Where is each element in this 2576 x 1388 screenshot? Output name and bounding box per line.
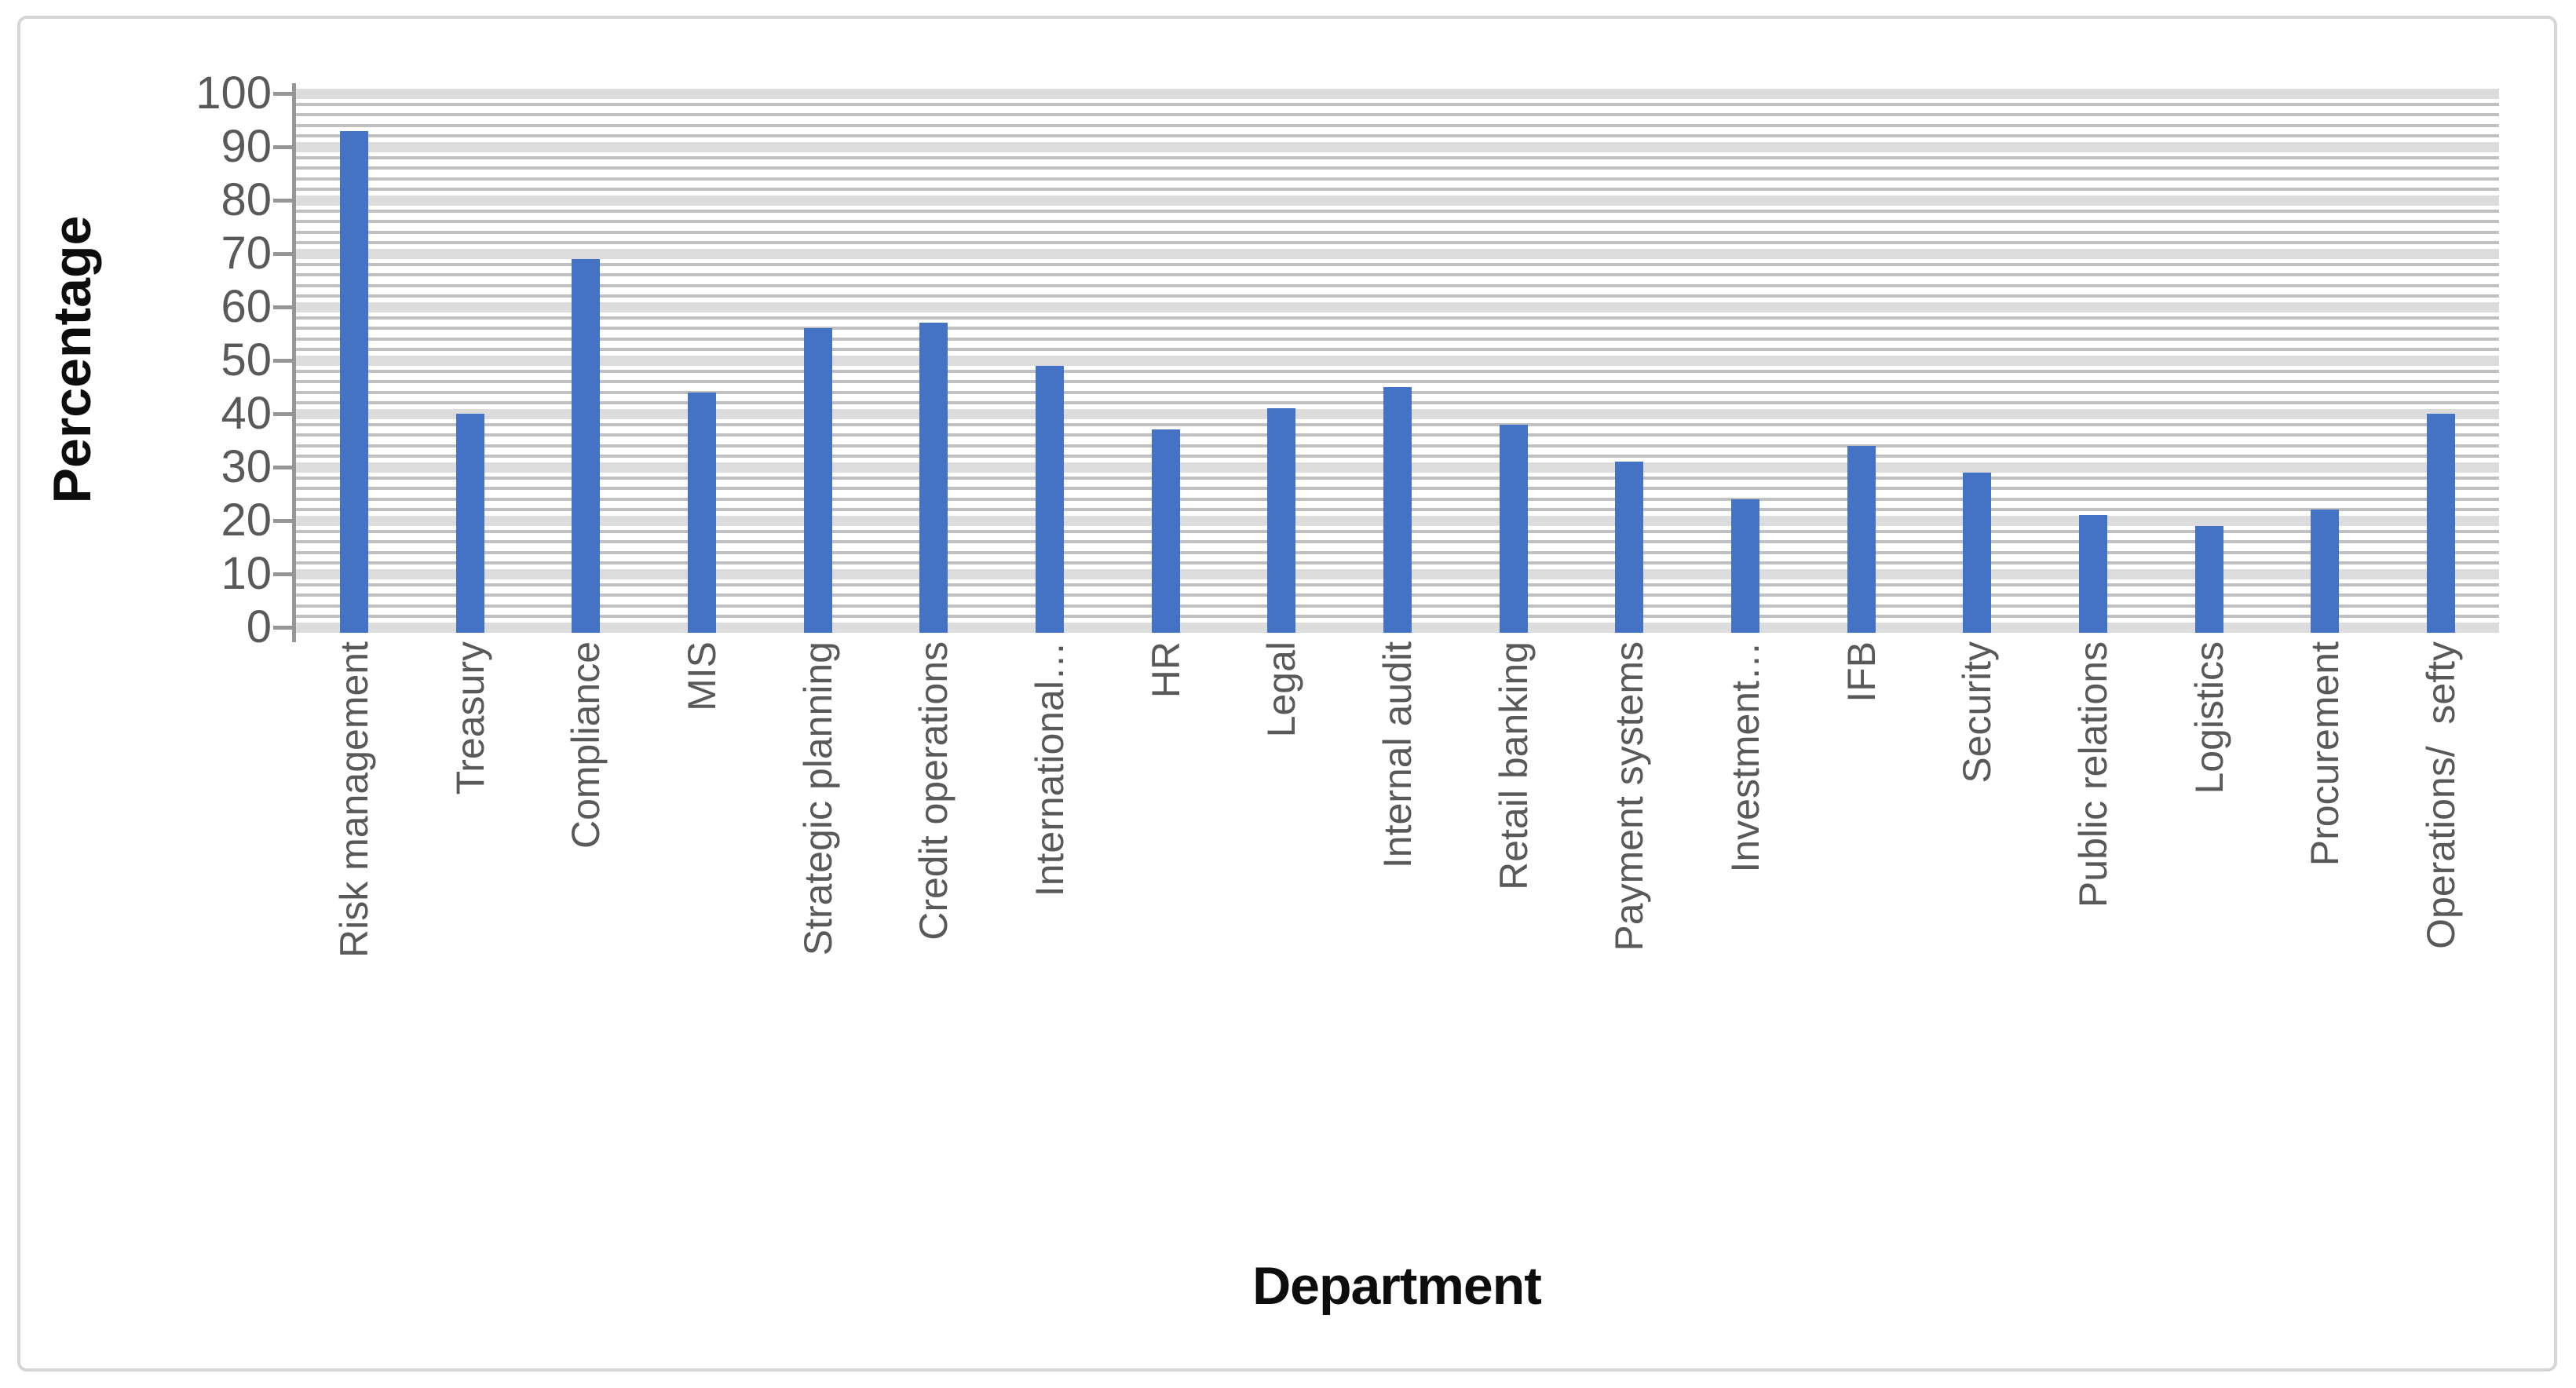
- minor-gridline: [296, 123, 2499, 127]
- x-label: Risk management: [331, 641, 376, 958]
- x-label: Treasury: [448, 641, 492, 795]
- x-label: International…: [1027, 641, 1072, 897]
- bar-ifb: [1847, 445, 1876, 633]
- x-label: Public relations: [2071, 641, 2116, 908]
- y-tick-mark: [273, 198, 294, 203]
- x-label: Investment…: [1723, 641, 1768, 873]
- bar-legal: [1267, 408, 1296, 633]
- x-label: IFB: [1839, 641, 1884, 703]
- minor-gridline: [296, 241, 2499, 245]
- bar-public-relations: [2079, 515, 2108, 633]
- bar-credit-operations: [919, 323, 948, 633]
- bar-hr: [1151, 429, 1180, 633]
- y-axis-title: Percentage: [42, 215, 102, 504]
- y-tick-mark: [273, 91, 294, 96]
- x-label: Payment systems: [1607, 641, 1652, 952]
- y-tick-label: 80: [221, 174, 272, 225]
- bar-logistics: [2194, 525, 2223, 633]
- x-label: MIS: [679, 641, 724, 711]
- y-tick-label: 60: [221, 281, 272, 332]
- bar-international-: [1035, 365, 1064, 633]
- major-gridline: [296, 355, 2499, 366]
- x-label: Strategic planning: [795, 641, 840, 956]
- y-tick-label: 0: [246, 601, 272, 652]
- minor-gridline: [296, 166, 2499, 170]
- minor-gridline: [296, 316, 2499, 320]
- y-tick-mark: [273, 358, 294, 363]
- major-gridline: [296, 88, 2499, 99]
- bar-strategic-planning: [803, 328, 832, 633]
- bar-mis: [687, 392, 716, 633]
- x-label: Compliance: [564, 641, 608, 849]
- minor-gridline: [296, 337, 2499, 341]
- major-gridline: [296, 248, 2499, 259]
- minor-gridline: [296, 348, 2499, 352]
- major-gridline: [296, 195, 2499, 206]
- bar-security: [1963, 472, 1992, 633]
- y-tick-label: 20: [221, 495, 272, 546]
- minor-gridline: [296, 188, 2499, 192]
- y-tick-mark: [273, 251, 294, 256]
- bar-procurement: [2311, 510, 2340, 633]
- major-gridline: [296, 301, 2499, 312]
- minor-gridline: [296, 380, 2499, 384]
- y-tick-label: 10: [221, 548, 272, 599]
- x-label: Legal: [1259, 641, 1304, 738]
- y-axis-line: [292, 83, 296, 642]
- y-tick-mark: [273, 411, 294, 416]
- bar-compliance: [572, 258, 601, 633]
- bar-retail-banking: [1499, 424, 1528, 633]
- bar-investment-: [1731, 499, 1760, 633]
- x-label: Logistics: [2187, 641, 2231, 794]
- y-tick-mark: [273, 572, 294, 576]
- minor-gridline: [296, 369, 2499, 373]
- minor-gridline: [296, 327, 2499, 331]
- bar-operations-sefty: [2427, 414, 2456, 633]
- y-tick-label: 70: [221, 228, 272, 279]
- y-tick-mark: [273, 144, 294, 149]
- minor-gridline: [296, 134, 2499, 138]
- bar-payment-systems: [1615, 462, 1644, 633]
- minor-gridline: [296, 113, 2499, 117]
- bar-internal-audit: [1383, 387, 1412, 633]
- x-label: Credit operations: [912, 641, 956, 941]
- bar-risk-management: [339, 130, 368, 633]
- x-label: Internal audit: [1376, 641, 1420, 869]
- minor-gridline: [296, 177, 2499, 181]
- x-label: Procurement: [2303, 641, 2348, 867]
- x-label: Retail banking: [1491, 641, 1536, 890]
- minor-gridline: [296, 102, 2499, 106]
- x-label: HR: [1143, 641, 1188, 699]
- y-tick-mark: [273, 305, 294, 309]
- x-axis-title: Department: [1252, 1256, 1542, 1316]
- minor-gridline: [296, 155, 2499, 159]
- y-tick-label: 100: [195, 68, 272, 119]
- minor-gridline: [296, 273, 2499, 277]
- plot-area: [296, 83, 2499, 642]
- y-tick-label: 30: [221, 441, 272, 492]
- y-tick-mark: [273, 465, 294, 469]
- minor-gridline: [296, 209, 2499, 213]
- y-tick-label: 50: [221, 334, 272, 385]
- bar-treasury: [455, 414, 484, 633]
- minor-gridline: [296, 220, 2499, 224]
- minor-gridline: [296, 294, 2499, 298]
- x-label: Operations/ sefty: [2419, 641, 2464, 949]
- y-tick-label: 40: [221, 388, 272, 439]
- y-tick-mark: [273, 518, 294, 523]
- major-gridline: [296, 141, 2499, 152]
- minor-gridline: [296, 262, 2499, 266]
- y-tick-mark: [273, 625, 294, 630]
- y-tick-label: 90: [221, 121, 272, 172]
- minor-gridline: [296, 283, 2499, 287]
- minor-gridline: [296, 230, 2499, 234]
- x-label: Security: [1955, 641, 2000, 783]
